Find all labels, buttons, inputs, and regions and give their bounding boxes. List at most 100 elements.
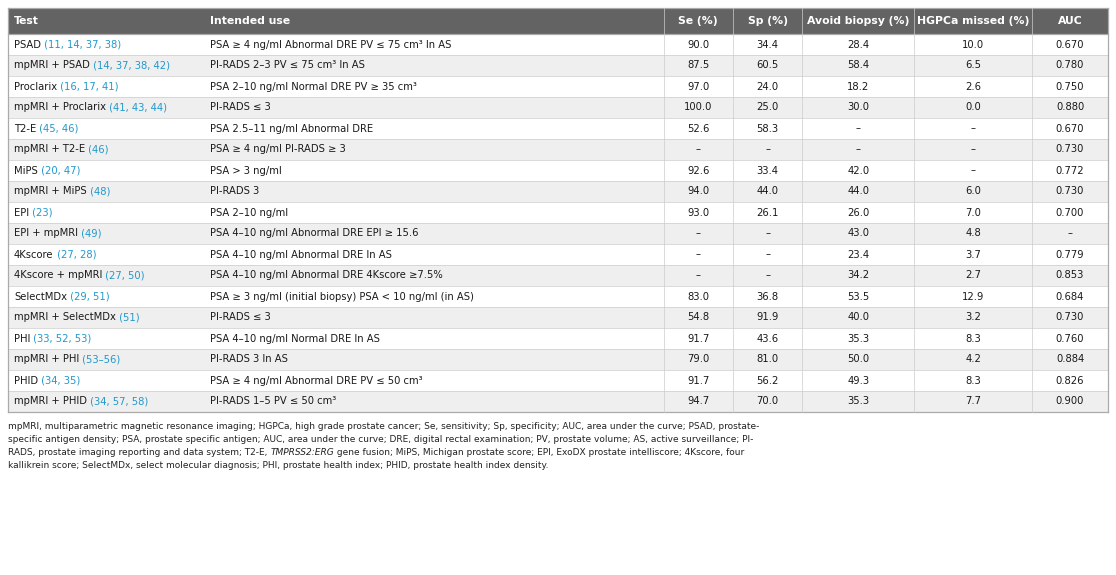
Text: 0.779: 0.779	[1056, 250, 1085, 259]
Bar	[8, 265, 1108, 286]
Text: 58.4: 58.4	[847, 60, 869, 71]
Text: 0.670: 0.670	[1056, 124, 1085, 133]
Bar	[8, 8, 1108, 34]
Text: –: –	[695, 250, 701, 259]
Bar	[8, 55, 1108, 76]
Text: 0.880: 0.880	[1056, 102, 1084, 113]
Text: specific antigen density; PSA, prostate specific antigen; AUC, area under the cu: specific antigen density; PSA, prostate …	[8, 435, 753, 444]
Text: 6.0: 6.0	[965, 186, 981, 197]
Text: 33.4: 33.4	[757, 166, 779, 175]
Text: (41, 43, 44): (41, 43, 44)	[106, 102, 167, 113]
Text: 0.730: 0.730	[1056, 312, 1085, 323]
Text: 36.8: 36.8	[757, 292, 779, 301]
Text: mpMRI + SelectMDx: mpMRI + SelectMDx	[15, 312, 116, 323]
Text: 44.0: 44.0	[847, 186, 869, 197]
Bar	[8, 118, 1108, 139]
Text: –: –	[856, 144, 860, 155]
Text: 18.2: 18.2	[847, 82, 869, 91]
Bar	[8, 76, 1108, 97]
Text: 94.7: 94.7	[687, 397, 710, 407]
Text: (16, 17, 41): (16, 17, 41)	[57, 82, 118, 91]
Text: 50.0: 50.0	[847, 355, 869, 365]
Text: (49): (49)	[78, 228, 102, 239]
Text: (48): (48)	[87, 186, 110, 197]
Text: 0.884: 0.884	[1056, 355, 1084, 365]
Text: PI-RADS 2–3 PV ≤ 75 cm³ In AS: PI-RADS 2–3 PV ≤ 75 cm³ In AS	[210, 60, 365, 71]
Text: 30.0: 30.0	[847, 102, 869, 113]
Text: –: –	[1068, 228, 1072, 239]
Text: 4.8: 4.8	[965, 228, 981, 239]
Text: 91.7: 91.7	[687, 375, 710, 385]
Bar	[8, 286, 1108, 307]
Text: 24.0: 24.0	[757, 82, 779, 91]
Text: (27, 50): (27, 50)	[103, 270, 145, 281]
Text: (34, 35): (34, 35)	[38, 375, 80, 385]
Text: PSA 2–10 ng/ml Normal DRE PV ≥ 35 cm³: PSA 2–10 ng/ml Normal DRE PV ≥ 35 cm³	[210, 82, 416, 91]
Text: 12.9: 12.9	[962, 292, 984, 301]
Text: (11, 14, 37, 38): (11, 14, 37, 38)	[41, 40, 122, 49]
Text: HGPCa missed (%): HGPCa missed (%)	[917, 16, 1029, 26]
Text: mpMRI + MiPS: mpMRI + MiPS	[15, 186, 87, 197]
Text: PSA 4–10 ng/ml Normal DRE In AS: PSA 4–10 ng/ml Normal DRE In AS	[210, 334, 379, 343]
Bar	[8, 349, 1108, 370]
Text: 0.772: 0.772	[1056, 166, 1085, 175]
Text: 43.0: 43.0	[847, 228, 869, 239]
Text: 83.0: 83.0	[687, 292, 710, 301]
Text: (46): (46)	[85, 144, 108, 155]
Text: 7.0: 7.0	[965, 208, 981, 217]
Text: 7.7: 7.7	[965, 397, 981, 407]
Text: –: –	[971, 124, 975, 133]
Text: 10.0: 10.0	[962, 40, 984, 49]
Text: PSA 4–10 ng/ml Abnormal DRE EPI ≥ 15.6: PSA 4–10 ng/ml Abnormal DRE EPI ≥ 15.6	[210, 228, 418, 239]
Text: mpMRI + T2-E: mpMRI + T2-E	[15, 144, 85, 155]
Text: PI-RADS 3 In AS: PI-RADS 3 In AS	[210, 355, 288, 365]
Text: 81.0: 81.0	[757, 355, 779, 365]
Bar	[8, 181, 1108, 202]
Text: 6.5: 6.5	[965, 60, 981, 71]
Text: 28.4: 28.4	[847, 40, 869, 49]
Text: mpMRI + PSAD: mpMRI + PSAD	[15, 60, 90, 71]
Text: 0.730: 0.730	[1056, 144, 1085, 155]
Text: PSA ≥ 4 ng/ml Abnormal DRE PV ≤ 50 cm³: PSA ≥ 4 ng/ml Abnormal DRE PV ≤ 50 cm³	[210, 375, 423, 385]
Bar	[8, 202, 1108, 223]
Text: 90.0: 90.0	[687, 40, 710, 49]
Text: AUC: AUC	[1058, 16, 1083, 26]
Text: gene fusion; MiPS, Michigan prostate score; EPI, ExoDX prostate intelliscore; 4K: gene fusion; MiPS, Michigan prostate sco…	[334, 448, 744, 457]
Text: 0.760: 0.760	[1056, 334, 1085, 343]
Text: 44.0: 44.0	[757, 186, 779, 197]
Text: –: –	[766, 228, 770, 239]
Text: Intended use: Intended use	[210, 16, 290, 26]
Text: Sp (%): Sp (%)	[748, 16, 788, 26]
Text: mpMRI + PHI: mpMRI + PHI	[15, 355, 79, 365]
Text: 25.0: 25.0	[757, 102, 779, 113]
Text: 79.0: 79.0	[687, 355, 710, 365]
Text: 40.0: 40.0	[847, 312, 869, 323]
Text: 34.4: 34.4	[757, 40, 779, 49]
Text: PI-RADS 3: PI-RADS 3	[210, 186, 259, 197]
Text: (27, 28): (27, 28)	[54, 250, 96, 259]
Text: PSA 2–10 ng/ml: PSA 2–10 ng/ml	[210, 208, 288, 217]
Text: –: –	[971, 144, 975, 155]
Text: 0.700: 0.700	[1056, 208, 1085, 217]
Bar	[8, 34, 1108, 55]
Text: PSA 4–10 ng/ml Abnormal DRE 4Kscore ≥7.5%: PSA 4–10 ng/ml Abnormal DRE 4Kscore ≥7.5…	[210, 270, 443, 281]
Text: (14, 37, 38, 42): (14, 37, 38, 42)	[90, 60, 170, 71]
Text: RADS, prostate imaging reporting and data system; T2-E,: RADS, prostate imaging reporting and dat…	[8, 448, 270, 457]
Text: 0.684: 0.684	[1056, 292, 1085, 301]
Text: 4Kscore: 4Kscore	[15, 250, 54, 259]
Text: mpMRI + PHID: mpMRI + PHID	[15, 397, 87, 407]
Text: 49.3: 49.3	[847, 375, 869, 385]
Text: –: –	[766, 270, 770, 281]
Text: 93.0: 93.0	[687, 208, 710, 217]
Text: 87.5: 87.5	[687, 60, 710, 71]
Bar	[8, 391, 1108, 412]
Text: 2.6: 2.6	[965, 82, 981, 91]
Text: 70.0: 70.0	[757, 397, 779, 407]
Text: (20, 47): (20, 47)	[38, 166, 80, 175]
Text: SelectMDx: SelectMDx	[15, 292, 67, 301]
Text: 94.0: 94.0	[687, 186, 710, 197]
Text: T2-E: T2-E	[15, 124, 36, 133]
Text: 26.1: 26.1	[757, 208, 779, 217]
Text: 8.3: 8.3	[965, 334, 981, 343]
Text: 0.826: 0.826	[1056, 375, 1085, 385]
